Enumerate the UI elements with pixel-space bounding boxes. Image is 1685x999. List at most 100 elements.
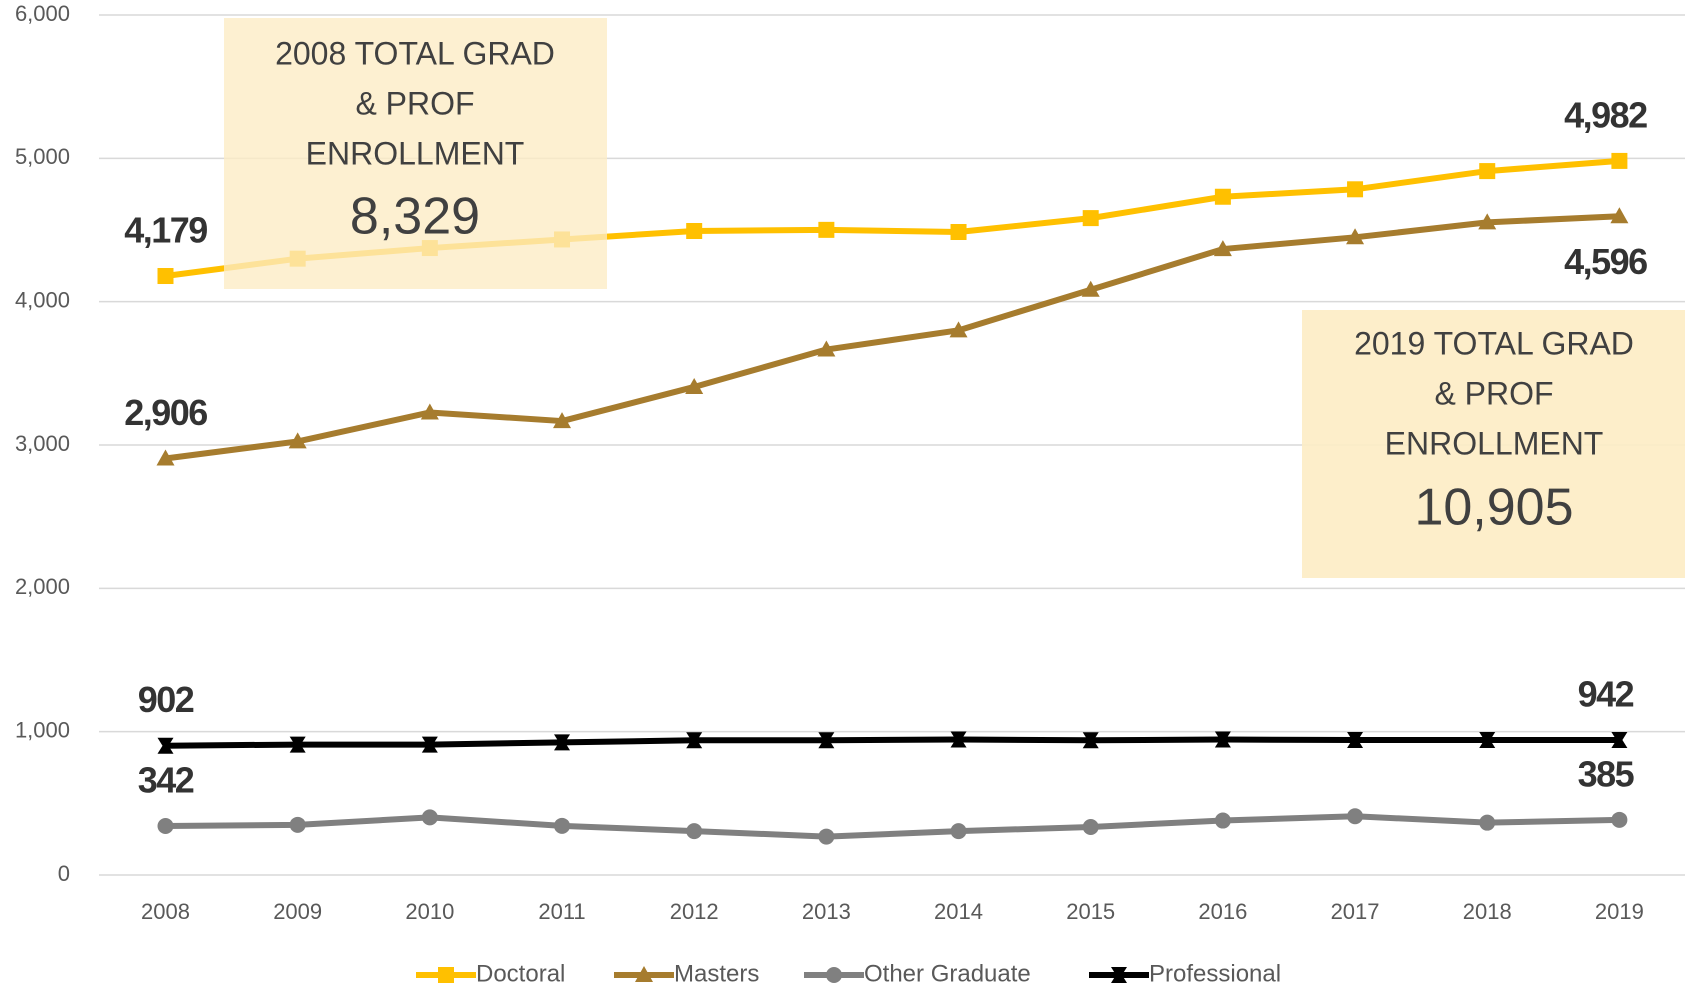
marker: [1082, 210, 1099, 227]
marker: [420, 403, 439, 420]
x-tick-label: 2013: [802, 899, 851, 924]
marker: [1082, 732, 1099, 749]
legend-marker: [826, 967, 842, 983]
marker: [818, 221, 835, 238]
marker: [1213, 240, 1232, 257]
marker: [1347, 808, 1364, 825]
legend-item: Other Graduate: [804, 960, 1031, 987]
x-tick-label: 2008: [141, 899, 190, 924]
legend-marker: [635, 966, 653, 982]
marker: [1478, 213, 1497, 230]
annotation-text: ENROLLMENT: [306, 135, 525, 171]
marker: [157, 817, 174, 834]
x-tick-label: 2019: [1595, 899, 1644, 924]
marker: [686, 223, 703, 240]
marker: [817, 340, 836, 357]
legend-label: Professional: [1149, 960, 1281, 987]
annotation-total: 10,905: [1414, 479, 1573, 537]
series-line: [165, 736, 1620, 749]
legend-item: Doctoral: [416, 960, 565, 987]
marker: [1214, 731, 1231, 748]
marker: [1611, 811, 1628, 828]
marker: [1479, 731, 1496, 748]
x-tick-label: 2010: [405, 899, 454, 924]
annotation-text: ENROLLMENT: [1385, 425, 1604, 461]
marker: [157, 737, 174, 754]
x-tick-label: 2012: [670, 899, 719, 924]
annotation-box: [224, 18, 607, 289]
marker: [685, 377, 704, 394]
annotation-text: & PROF: [1434, 375, 1553, 411]
marker: [686, 732, 703, 749]
marker: [1346, 228, 1365, 245]
y-tick-label: 3,000: [15, 431, 70, 456]
marker: [1610, 207, 1629, 224]
marker: [686, 823, 703, 840]
y-tick-label: 0: [58, 861, 70, 886]
marker: [949, 321, 968, 338]
x-tick-label: 2015: [1066, 899, 1115, 924]
legend-item: Professional: [1089, 960, 1281, 987]
annotation-text: 2019 TOTAL GRAD: [1354, 325, 1634, 361]
marker: [1611, 152, 1628, 169]
marker: [288, 432, 307, 449]
marker: [156, 449, 175, 466]
data-label: 4,596: [1564, 241, 1647, 282]
annotation-box: [1302, 310, 1685, 578]
marker: [950, 823, 967, 840]
annotation: 2019 TOTAL GRAD & PROF ENROLLMENT 10,905: [1302, 310, 1685, 578]
series: [157, 808, 1628, 845]
x-tick-label: 2018: [1463, 899, 1512, 924]
marker: [289, 816, 306, 833]
marker: [950, 224, 967, 241]
marker: [1611, 731, 1628, 748]
marker: [553, 412, 572, 429]
x-tick-label: 2017: [1331, 899, 1380, 924]
y-tick-label: 6,000: [15, 1, 70, 26]
marker: [1479, 163, 1496, 180]
annotation-total: 8,329: [350, 188, 480, 246]
annotation-text: & PROF: [355, 85, 474, 121]
marker: [950, 731, 967, 748]
data-label: 385: [1578, 753, 1635, 794]
annotation: 2008 TOTAL GRAD & PROF ENROLLMENT 8,329: [224, 18, 607, 289]
legend-marker: [438, 967, 454, 983]
y-tick-label: 5,000: [15, 144, 70, 169]
marker: [1347, 731, 1364, 748]
data-label: 4,179: [124, 210, 207, 251]
x-tick-label: 2014: [934, 899, 983, 924]
legend-item: Masters: [614, 960, 759, 987]
data-label: 942: [1578, 673, 1634, 714]
series: [157, 731, 1628, 754]
y-tick-label: 2,000: [15, 574, 70, 599]
legend-label: Masters: [674, 960, 759, 987]
data-label: 902: [138, 679, 194, 720]
marker: [1082, 818, 1099, 835]
series-line: [165, 213, 1620, 462]
marker: [554, 817, 571, 834]
marker: [421, 809, 438, 826]
marker: [1081, 280, 1100, 297]
marker: [554, 734, 571, 751]
marker: [1214, 188, 1231, 205]
data-label: 342: [138, 759, 194, 800]
series-line: [165, 813, 1620, 840]
x-tick-label: 2016: [1198, 899, 1247, 924]
marker: [289, 736, 306, 753]
data-label: 2,906: [124, 392, 207, 433]
legend-label: Other Graduate: [864, 960, 1031, 987]
marker: [1214, 812, 1231, 829]
data-label: 4,982: [1564, 94, 1647, 135]
y-tick-label: 4,000: [15, 287, 70, 312]
legend-marker: [1111, 967, 1127, 983]
annotation-text: 2008 TOTAL GRAD: [275, 35, 555, 71]
legend-label: Doctoral: [476, 960, 565, 987]
series: [156, 207, 1629, 466]
marker: [421, 736, 438, 753]
x-tick-label: 2011: [538, 899, 585, 924]
marker: [157, 268, 174, 285]
marker: [1479, 814, 1496, 831]
x-tick-label: 2009: [273, 899, 322, 924]
y-tick-label: 1,000: [15, 717, 70, 742]
